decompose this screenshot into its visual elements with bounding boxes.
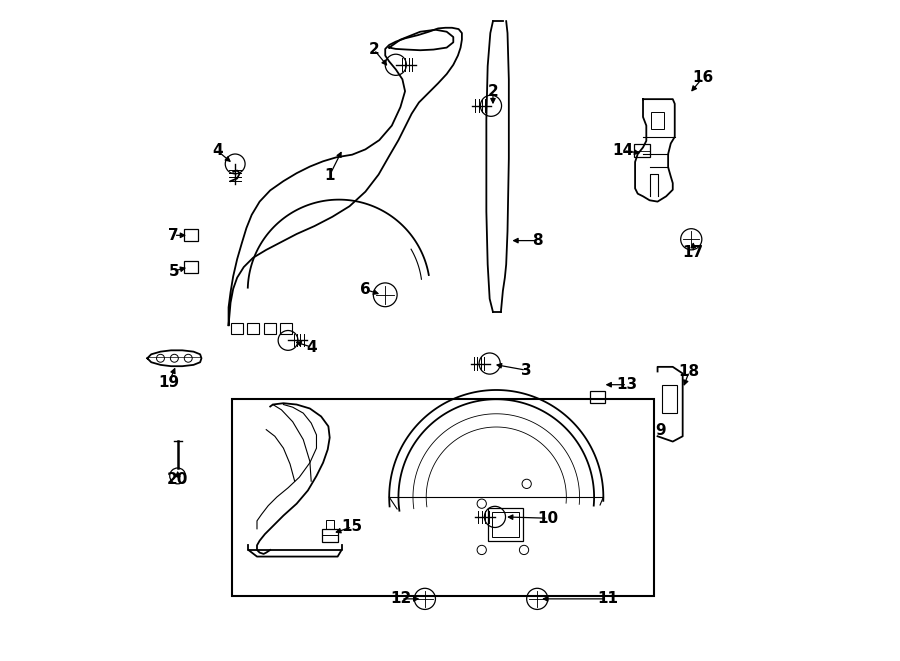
- Text: 6: 6: [360, 282, 371, 297]
- Bar: [326, 520, 334, 529]
- Text: 11: 11: [597, 592, 617, 606]
- Bar: [184, 229, 198, 241]
- Text: 19: 19: [158, 375, 180, 389]
- Bar: [231, 323, 243, 334]
- Text: 13: 13: [616, 377, 638, 392]
- Text: 4: 4: [306, 340, 317, 354]
- Text: 16: 16: [692, 71, 713, 85]
- Text: 18: 18: [679, 364, 700, 379]
- Text: 15: 15: [342, 520, 363, 534]
- Text: 2: 2: [369, 42, 380, 57]
- Bar: [280, 323, 292, 334]
- Bar: [232, 399, 653, 596]
- Text: 7: 7: [168, 228, 179, 243]
- Text: 2: 2: [488, 84, 499, 98]
- Text: 10: 10: [537, 511, 558, 525]
- Bar: [634, 144, 650, 157]
- Text: 20: 20: [167, 473, 188, 487]
- Bar: [322, 529, 338, 542]
- Text: 4: 4: [212, 143, 222, 158]
- Bar: [492, 512, 518, 537]
- Bar: [489, 508, 523, 541]
- Text: 9: 9: [655, 424, 665, 438]
- Bar: [651, 112, 664, 129]
- Text: 3: 3: [521, 363, 531, 377]
- Bar: [590, 391, 605, 403]
- Bar: [184, 261, 198, 273]
- Text: 12: 12: [391, 592, 411, 606]
- Bar: [248, 323, 259, 334]
- Text: 1: 1: [324, 168, 335, 182]
- Text: 17: 17: [683, 245, 704, 260]
- Bar: [662, 385, 678, 413]
- Text: 5: 5: [168, 264, 179, 278]
- Text: 14: 14: [613, 143, 634, 158]
- Text: 8: 8: [532, 233, 543, 248]
- Bar: [265, 323, 276, 334]
